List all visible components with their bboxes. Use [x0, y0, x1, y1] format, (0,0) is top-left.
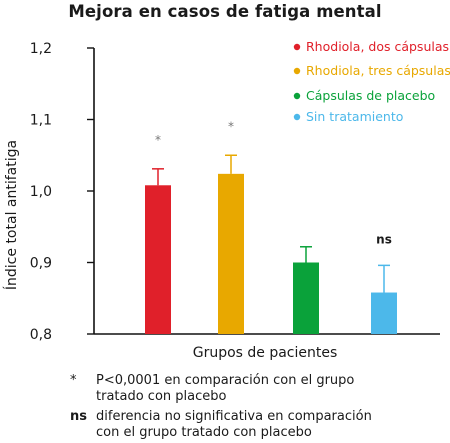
footnote-1-line-2: tratado con placebo	[96, 389, 227, 404]
bar	[145, 185, 171, 334]
y-tick-label: 0,8	[30, 327, 52, 343]
legend-marker	[293, 67, 301, 75]
footnote-2-symbol: ns	[70, 409, 87, 424]
footnote-2-line-2: con el grupo tratado con placebo	[96, 425, 312, 440]
bar	[293, 262, 319, 334]
y-tick-label: 1,2	[30, 41, 52, 57]
chart-title: Mejora en casos de fatiga mental	[68, 2, 382, 21]
legend-label: Cápsulas de placebo	[306, 88, 435, 103]
y-tick-label: 0,9	[30, 256, 52, 272]
legend-label: Sin tratamiento	[306, 109, 403, 124]
bar	[371, 292, 397, 334]
significance-star-label: *	[228, 119, 234, 133]
footnote-1-symbol: *	[70, 373, 77, 388]
legend-marker	[293, 43, 301, 51]
y-axis-label: Índice total antifatiga	[3, 140, 20, 290]
legend-label: Rhodiola, dos cápsulas	[306, 39, 449, 54]
x-axis-label: Grupos de pacientes	[192, 345, 338, 361]
legend-marker	[293, 113, 301, 121]
significance-star-label: *	[155, 133, 161, 147]
footnote-2: diferencia no significativa en comparaci…	[96, 409, 372, 441]
legend-label: Rhodiola, tres cápsulas	[306, 63, 450, 78]
legend-marker	[293, 92, 301, 100]
footnote-2-line-1: diferencia no significativa en comparaci…	[96, 409, 372, 424]
footnote-1-line-1: P<0,0001 en comparación con el grupo	[96, 373, 355, 388]
bar	[218, 173, 244, 334]
y-tick-label: 1,1	[30, 113, 52, 129]
significance-ns-label: ns	[376, 232, 392, 246]
footnote-1: P<0,0001 en comparación con el grupo tra…	[96, 373, 354, 405]
y-tick-label: 1,0	[30, 184, 52, 200]
